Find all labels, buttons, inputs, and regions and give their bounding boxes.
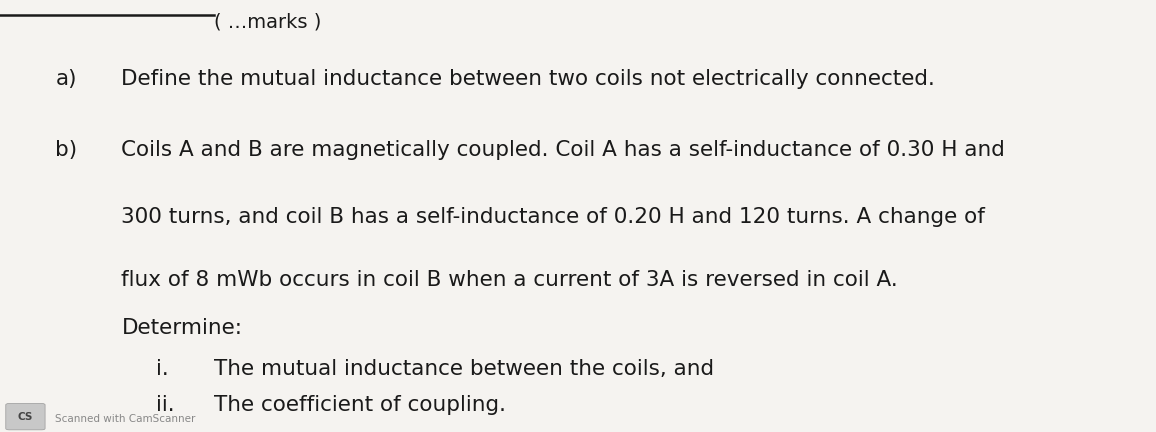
Text: a): a) bbox=[55, 69, 77, 89]
Text: 300 turns, and coil B has a self-inductance of 0.20 H and 120 turns. A change of: 300 turns, and coil B has a self-inducta… bbox=[121, 207, 985, 227]
Text: Coils A and B are magnetically coupled. Coil A has a self-inductance of 0.30 H a: Coils A and B are magnetically coupled. … bbox=[121, 140, 1006, 160]
Text: ( …marks ): ( …marks ) bbox=[214, 13, 321, 32]
Text: Define the mutual inductance between two coils not electrically connected.: Define the mutual inductance between two… bbox=[121, 69, 935, 89]
Text: CS: CS bbox=[17, 412, 34, 422]
Text: The coefficient of coupling.: The coefficient of coupling. bbox=[214, 395, 506, 415]
Text: ii.: ii. bbox=[156, 395, 175, 415]
Text: The mutual inductance between the coils, and: The mutual inductance between the coils,… bbox=[214, 359, 714, 378]
Text: Determine:: Determine: bbox=[121, 318, 243, 337]
Text: flux of 8 mWb occurs in coil B when a current of 3A is reversed in coil A.: flux of 8 mWb occurs in coil B when a cu… bbox=[121, 270, 898, 290]
Text: i.: i. bbox=[156, 359, 169, 378]
FancyBboxPatch shape bbox=[6, 403, 45, 430]
Text: Scanned with CamScanner: Scanned with CamScanner bbox=[55, 414, 195, 424]
Text: b): b) bbox=[55, 140, 77, 160]
